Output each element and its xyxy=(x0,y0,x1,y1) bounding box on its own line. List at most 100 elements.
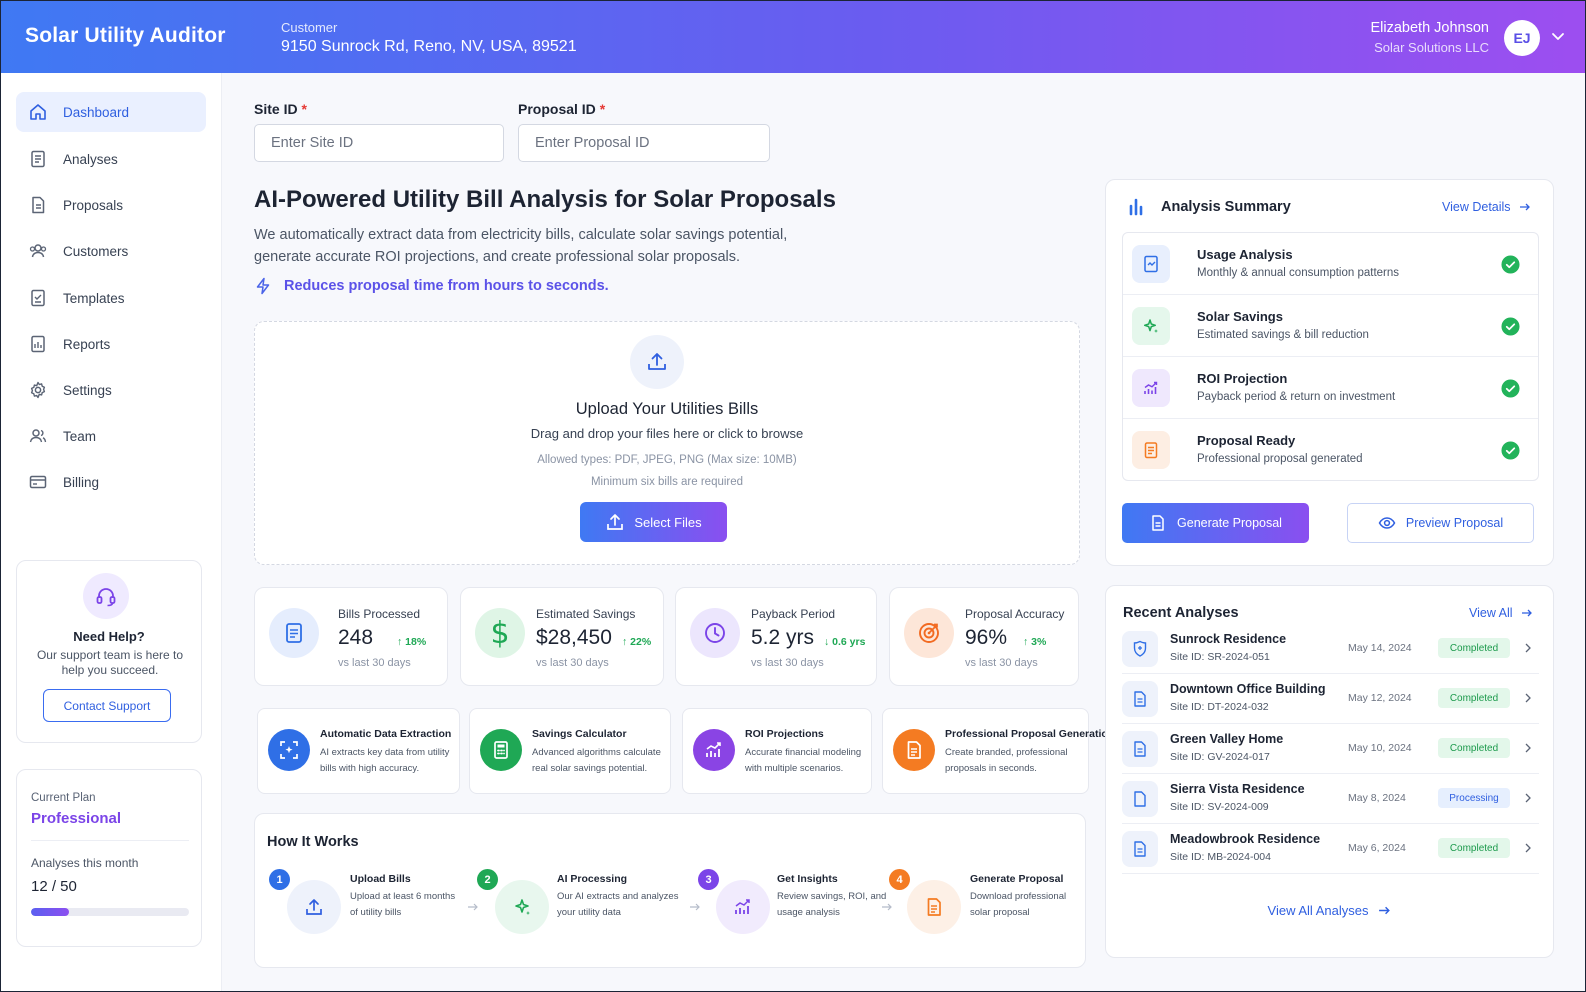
table-row[interactable]: Downtown Office Building Site ID: DT-202… xyxy=(1122,674,1539,724)
row-date: May 14, 2024 xyxy=(1348,642,1412,654)
feature-title: Professional Proposal Generation xyxy=(945,728,1115,740)
check-circle-icon xyxy=(1501,379,1520,398)
contact-support-button[interactable]: Contact Support xyxy=(43,689,171,722)
proposal-icon xyxy=(907,880,961,934)
chevron-right-icon xyxy=(1525,843,1531,853)
summary-item-savings[interactable]: Solar Savings Estimated savings & bill r… xyxy=(1123,295,1538,357)
sparkle-icon xyxy=(495,880,549,934)
status-badge: Completed xyxy=(1438,838,1510,858)
stat-delta: ↑ 3% xyxy=(1023,636,1047,648)
file-icon xyxy=(32,196,45,214)
step-description: Download professional solar proposal xyxy=(970,891,1067,918)
upload-icon xyxy=(607,514,624,530)
sidebar-item-analyses[interactable]: Analyses xyxy=(16,139,206,179)
top-header: Solar Utility Auditor Customer 9150 Sunr… xyxy=(1,1,1585,73)
chart-icon xyxy=(1132,369,1170,407)
stat-label: Payback Period xyxy=(751,607,836,621)
sidebar: Dashboard Analyses Proposals Customers T… xyxy=(1,73,222,991)
site-id-input[interactable] xyxy=(254,124,504,162)
table-row[interactable]: Sierra Vista Residence Site ID: SV-2024-… xyxy=(1122,774,1539,824)
step-description: Upload at least 6 months of utility bills xyxy=(350,891,456,918)
analysis-summary-card: Analysis Summary View Details Usage Anal… xyxy=(1105,179,1554,566)
upload-dropzone[interactable]: Upload Your Utilities Bills Drag and dro… xyxy=(254,321,1080,565)
step-title: Generate Proposal xyxy=(970,873,1064,885)
feature-description: Advanced algorithms calculate real solar … xyxy=(532,747,661,774)
feature-card-proposal: Professional Proposal Generation Create … xyxy=(882,708,1114,794)
sidebar-item-proposals[interactable]: Proposals xyxy=(16,185,206,225)
generate-proposal-button[interactable]: Generate Proposal xyxy=(1122,503,1309,543)
summary-item-description: Professional proposal generated xyxy=(1197,453,1363,465)
document-icon xyxy=(1122,731,1158,767)
avatar[interactable]: EJ xyxy=(1504,20,1540,56)
chart-icon xyxy=(716,880,770,934)
bar-chart-icon xyxy=(1129,198,1143,216)
sidebar-item-billing[interactable]: Billing xyxy=(16,462,206,502)
document-icon xyxy=(31,150,45,168)
stat-value: $28,450 xyxy=(536,626,612,649)
summary-list: Usage Analysis Monthly & annual consumpt… xyxy=(1122,232,1539,481)
table-row[interactable]: Sunrock Residence Site ID: SR-2024-051 M… xyxy=(1122,624,1539,674)
step-number: 4 xyxy=(889,869,910,890)
arrow-right-icon xyxy=(1519,203,1530,211)
sidebar-item-label: Analyses xyxy=(63,151,118,167)
plan-label: Current Plan xyxy=(31,792,96,804)
site-id-label: Site ID * xyxy=(254,101,307,117)
arrow-right-icon xyxy=(1521,609,1532,617)
view-all-analyses-link[interactable]: View All Analyses xyxy=(1106,903,1553,918)
arrow-right-icon xyxy=(468,903,478,911)
summary-item-usage[interactable]: Usage Analysis Monthly & annual consumpt… xyxy=(1123,233,1538,295)
step-number: 2 xyxy=(477,869,498,890)
status-badge: Completed xyxy=(1438,638,1510,658)
preview-proposal-button[interactable]: Preview Proposal xyxy=(1347,503,1534,543)
chart-icon xyxy=(693,729,735,771)
feature-card-roi: ROI Projections Accurate financial model… xyxy=(682,708,872,794)
sidebar-item-dashboard[interactable]: Dashboard xyxy=(16,92,206,132)
arrow-right-icon xyxy=(882,903,892,911)
chevron-down-icon[interactable] xyxy=(1550,28,1566,44)
usage-icon xyxy=(1132,245,1170,283)
chevron-right-icon xyxy=(1525,743,1531,753)
target-icon xyxy=(904,608,954,658)
template-icon xyxy=(31,289,45,307)
team-icon xyxy=(29,429,47,443)
recent-analyses-card: Recent Analyses View All Sunrock Residen… xyxy=(1105,585,1554,958)
sidebar-item-team[interactable]: Team xyxy=(16,416,206,456)
feature-title: Automatic Data Extraction xyxy=(320,728,452,740)
sidebar-item-settings[interactable]: Settings xyxy=(16,370,206,410)
sidebar-item-customers[interactable]: Customers xyxy=(16,231,206,271)
row-site-id: Site ID: SV-2024-009 xyxy=(1170,801,1269,813)
sidebar-item-templates[interactable]: Templates xyxy=(16,278,206,318)
eye-icon xyxy=(1378,517,1396,529)
step-number: 1 xyxy=(269,869,290,890)
view-details-link[interactable]: View Details xyxy=(1442,200,1531,214)
stat-note: vs last 30 days xyxy=(751,657,824,669)
summary-item-description: Monthly & annual consumption patterns xyxy=(1197,267,1400,279)
select-files-button[interactable]: Select Files xyxy=(580,502,727,542)
stat-value: 5.2 yrs xyxy=(751,626,815,649)
lightning-icon xyxy=(256,277,270,295)
row-site-id: Site ID: SR-2024-051 xyxy=(1170,651,1270,663)
site-icon xyxy=(1122,631,1158,667)
check-circle-icon xyxy=(1501,441,1520,460)
summary-item-proposal[interactable]: Proposal Ready Professional proposal gen… xyxy=(1123,419,1538,481)
page-title: AI-Powered Utility Bill Analysis for Sol… xyxy=(254,186,836,213)
upload-icon xyxy=(630,335,684,389)
sidebar-item-label: Reports xyxy=(63,336,111,352)
usage-progress-fill xyxy=(31,908,69,916)
clock-icon xyxy=(690,608,740,658)
summary-item-roi[interactable]: ROI Projection Payback period & return o… xyxy=(1123,357,1538,419)
view-all-link[interactable]: View All xyxy=(1469,606,1533,620)
calculator-icon xyxy=(480,729,522,771)
proposal-id-input[interactable] xyxy=(518,124,770,162)
sidebar-item-reports[interactable]: Reports xyxy=(16,324,206,364)
stat-card-payback: Payback Period 5.2 yrs ↓ 0.6 yrs vs last… xyxy=(675,587,877,686)
summary-item-name: ROI Projection xyxy=(1197,371,1288,386)
row-date: May 6, 2024 xyxy=(1348,842,1406,854)
table-row[interactable]: Green Valley Home Site ID: GV-2024-017 M… xyxy=(1122,724,1539,774)
table-row[interactable]: Meadowbrook Residence Site ID: MB-2024-0… xyxy=(1122,824,1539,874)
stat-value: 96% xyxy=(965,626,1008,649)
sidebar-item-label: Team xyxy=(63,428,97,444)
stat-note: vs last 30 days xyxy=(338,657,411,669)
tagline: Reduces proposal time from hours to seco… xyxy=(254,277,609,295)
sidebar-item-label: Proposals xyxy=(63,197,124,213)
